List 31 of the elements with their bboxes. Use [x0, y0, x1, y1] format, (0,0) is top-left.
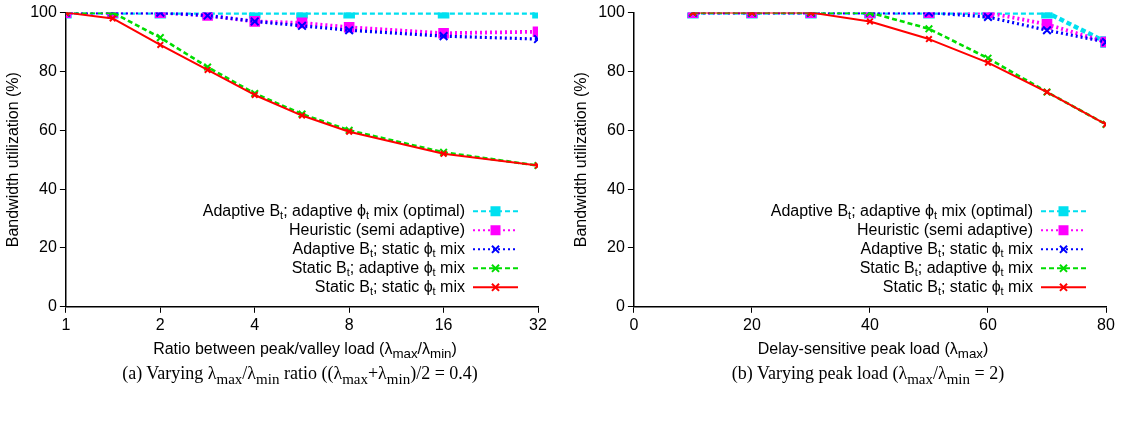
y-tick-label: 0 [615, 297, 625, 315]
x-tick-label: 8 [344, 315, 354, 333]
x-tick-label: 0 [629, 315, 639, 333]
x-tick-label: 32 [529, 315, 547, 333]
y-tick-label: 80 [607, 61, 625, 79]
x-tick-label: 20 [743, 315, 761, 333]
x-axis-title: Ratio between peak/valley load (λ$_{max}$/λ$_{min}$) [152, 340, 457, 362]
y-axis-title: Bandwidth utilization (%) [4, 72, 22, 248]
text: (a) Varying λ$_{max}$/λ$_{min}$ ratio ((λ$_{max}$+λ$_{min}$)/2 = 0.4) [122, 363, 478, 387]
x-tick-label: 40 [861, 315, 879, 333]
y-axis-title: Bandwidth utilization (%) [572, 72, 590, 248]
x-tick-label: 1 [61, 315, 71, 333]
y-tick-label: 60 [607, 120, 625, 138]
text: (b) Varying peak load (λ$_{max}$/λ$_{min}$ = 2) [730, 363, 1005, 388]
x-tick-label: 16 [434, 315, 453, 333]
y-tick-label: 60 [39, 120, 57, 138]
x-tick-label: 2 [155, 315, 165, 333]
x-tick-label: 4 [250, 315, 260, 333]
legend-label: Heuristic (semi adaptive) [288, 220, 466, 238]
y-tick-label: 40 [39, 179, 57, 197]
y-tick-label: 100 [598, 3, 625, 21]
y-tick-label: 40 [607, 179, 625, 197]
y-tick-label: 80 [39, 61, 57, 79]
x-tick-label: 80 [1097, 315, 1115, 333]
y-tick-label: 20 [39, 238, 57, 256]
y-tick-label: 20 [607, 238, 625, 256]
x-tick-label: 60 [979, 315, 997, 333]
y-tick-label: 100 [30, 3, 57, 21]
x-axis-title: Delay-sensitive peak load (λ$_{max}$) [756, 340, 989, 362]
y-tick-label: 0 [47, 297, 57, 315]
legend-label: Heuristic (semi adaptive) [856, 220, 1034, 238]
